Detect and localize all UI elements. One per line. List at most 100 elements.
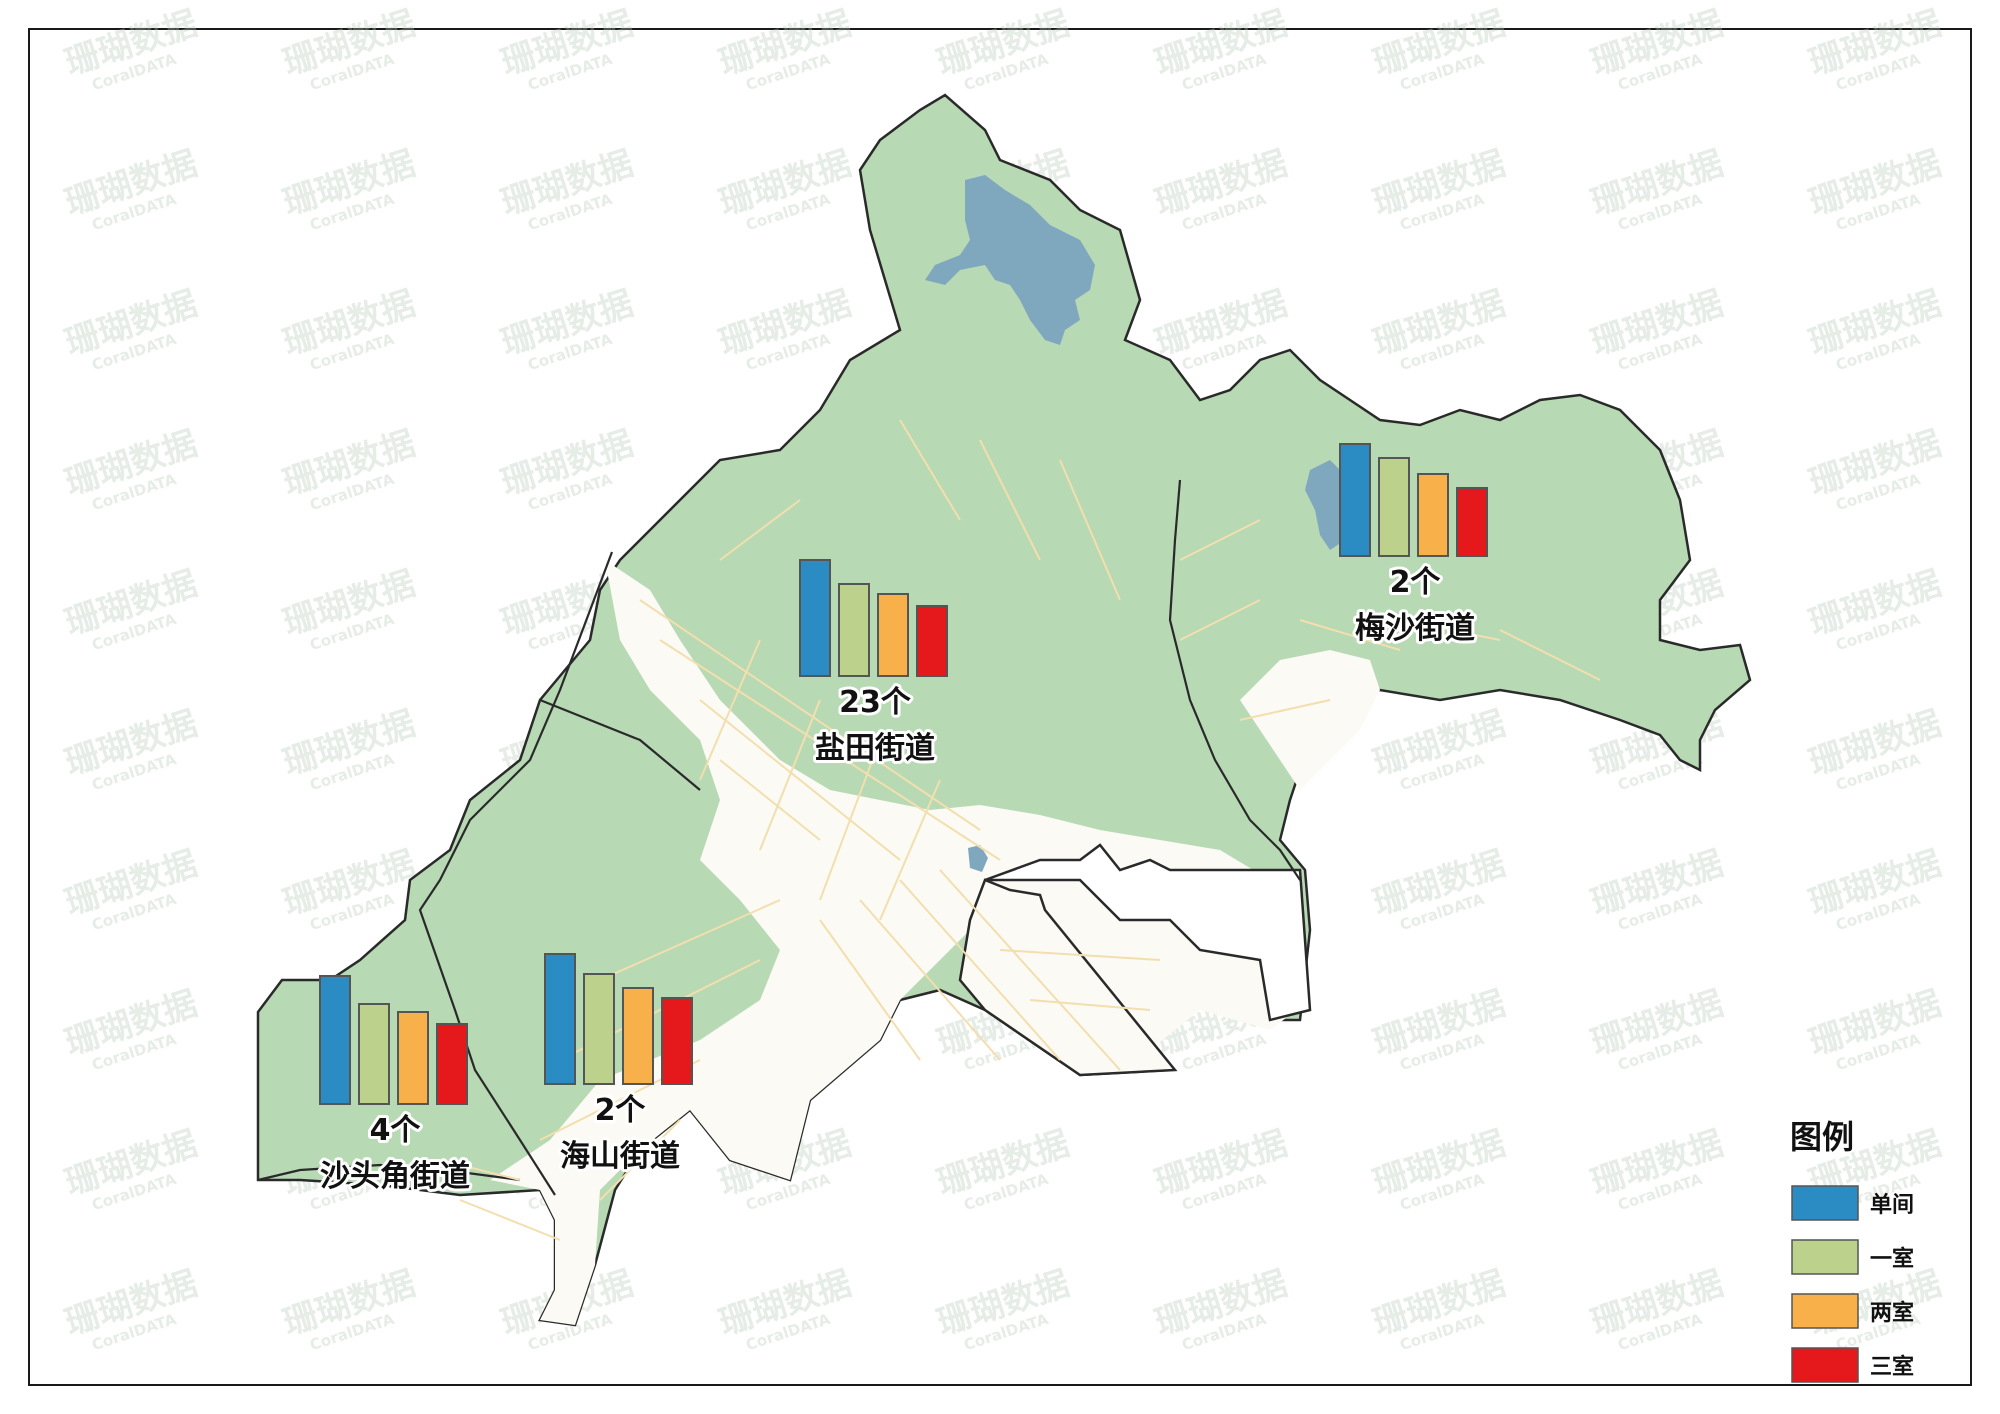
road bbox=[1179, 599, 1261, 641]
district-name: 盐田街道 bbox=[815, 731, 935, 766]
road bbox=[639, 599, 981, 831]
bar-单间 bbox=[1339, 443, 1371, 557]
urban-area bbox=[490, 560, 1310, 1325]
bar-单间 bbox=[544, 953, 576, 1085]
road bbox=[939, 869, 1121, 1071]
legend-item: 一室 bbox=[1791, 1239, 1914, 1275]
district-count: 4个 bbox=[370, 1113, 422, 1148]
legend-label: 一室 bbox=[1870, 1246, 1914, 1272]
bar-一室 bbox=[838, 583, 870, 677]
road bbox=[1299, 619, 1401, 651]
road bbox=[1499, 629, 1601, 681]
reservoir-meisha bbox=[1305, 460, 1350, 550]
legend-label: 单间 bbox=[1870, 1193, 1914, 1218]
water-small bbox=[968, 845, 988, 872]
road bbox=[1059, 459, 1121, 601]
road bbox=[439, 1159, 521, 1181]
road bbox=[599, 1119, 681, 1201]
road bbox=[699, 699, 901, 861]
bar-三室 bbox=[436, 1023, 468, 1105]
road bbox=[1399, 619, 1501, 641]
road bbox=[719, 759, 821, 841]
road bbox=[859, 899, 1001, 1061]
district-name: 梅沙街道 bbox=[1355, 611, 1475, 646]
district-boundary bbox=[257, 1163, 521, 1182]
bar-三室 bbox=[661, 997, 693, 1085]
road bbox=[819, 739, 881, 901]
legend-item: 单间 bbox=[1791, 1185, 1914, 1221]
road bbox=[979, 439, 1041, 561]
road bbox=[719, 499, 801, 561]
road bbox=[819, 919, 921, 1061]
legend-swatch bbox=[1791, 1347, 1859, 1383]
district-count: 23个 bbox=[839, 685, 912, 720]
district-boundary bbox=[1168, 479, 1301, 881]
meisha-beach bbox=[1240, 650, 1380, 790]
bar-单间 bbox=[319, 975, 351, 1105]
road bbox=[459, 1199, 561, 1241]
road bbox=[599, 899, 781, 981]
bar-三室 bbox=[1456, 487, 1488, 557]
bar-一室 bbox=[1378, 457, 1410, 557]
land-layer bbox=[256, 93, 1752, 1327]
road bbox=[1179, 519, 1261, 561]
bar-两室 bbox=[1417, 473, 1449, 557]
road bbox=[899, 419, 961, 521]
bar-一室 bbox=[358, 1003, 390, 1105]
port-pier bbox=[958, 878, 1178, 1077]
bar-一室 bbox=[583, 973, 615, 1085]
road bbox=[999, 949, 1161, 961]
district-boundary bbox=[418, 551, 614, 1196]
bar-三室 bbox=[916, 605, 948, 677]
legend-item: 三室 bbox=[1791, 1347, 1914, 1383]
bar-两室 bbox=[877, 593, 909, 677]
